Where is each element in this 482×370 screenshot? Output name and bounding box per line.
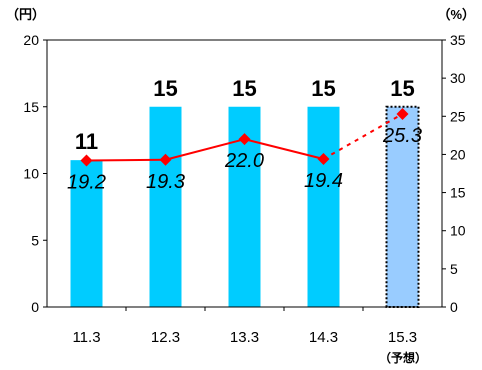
category-label: 14.3 <box>309 329 338 346</box>
category-labels: 11.3 12.3 13.3 14.3 15.3 <box>72 307 417 346</box>
data-labels: 11 15 15 15 15 19.2 19.3 22.0 19.4 25.3 <box>67 76 422 194</box>
line-marker <box>159 153 172 166</box>
category-label: 11.3 <box>72 329 100 346</box>
left-tick-label: 10 <box>23 166 39 182</box>
bar-value-label: 15 <box>390 76 414 101</box>
category-label: 15.3 <box>388 329 417 346</box>
line-value-label: 25.3 <box>382 125 422 147</box>
category-label: 12.3 <box>151 329 180 346</box>
forecast-note: （予想） <box>379 350 427 365</box>
line-marker <box>396 107 409 120</box>
line-value-label: 22.0 <box>224 150 264 172</box>
line-value-label: 19.4 <box>304 170 343 192</box>
right-tick-label: 5 <box>450 261 458 277</box>
left-tick-label: 15 <box>23 99 39 115</box>
left-tick-label: 5 <box>31 232 39 248</box>
line-marker <box>80 154 93 167</box>
right-tick-label: 10 <box>450 223 466 239</box>
right-tick-label: 0 <box>450 299 458 315</box>
right-tick-label: 20 <box>450 146 466 162</box>
line-segment <box>86 158 166 162</box>
line-value-label: 19.2 <box>67 172 106 194</box>
right-tick-label: 30 <box>450 70 466 86</box>
right-tick-label: 25 <box>450 108 466 124</box>
right-tick-label: 35 <box>450 32 466 48</box>
bar-value-label: 11 <box>75 129 98 154</box>
right-axis-title: （%） <box>437 7 475 22</box>
bars-group <box>70 105 420 308</box>
left-tick-label: 0 <box>31 299 39 315</box>
line-segment-forecast <box>323 113 403 160</box>
bar-value-label: 15 <box>311 76 335 101</box>
left-tick-label: 20 <box>23 32 39 48</box>
category-label: 13.3 <box>230 329 259 346</box>
bar <box>149 106 182 307</box>
line-value-label: 19.3 <box>146 171 185 193</box>
right-axis-ticks: 0 5 10 15 20 25 30 35 <box>442 32 466 315</box>
bar-value-label: 15 <box>153 76 177 101</box>
line-marker <box>238 133 251 146</box>
right-tick-label: 15 <box>450 185 466 201</box>
line-series <box>80 107 409 167</box>
line-segment <box>165 138 245 161</box>
bar <box>307 106 340 307</box>
bar-forecast <box>385 105 420 308</box>
bar <box>70 160 103 307</box>
bar-value-label: 15 <box>232 76 256 101</box>
line-marker <box>317 153 330 166</box>
left-axis-title: （円） <box>6 7 45 22</box>
left-axis-ticks: 0 5 10 15 20 <box>23 32 47 315</box>
line-segment <box>244 138 324 160</box>
